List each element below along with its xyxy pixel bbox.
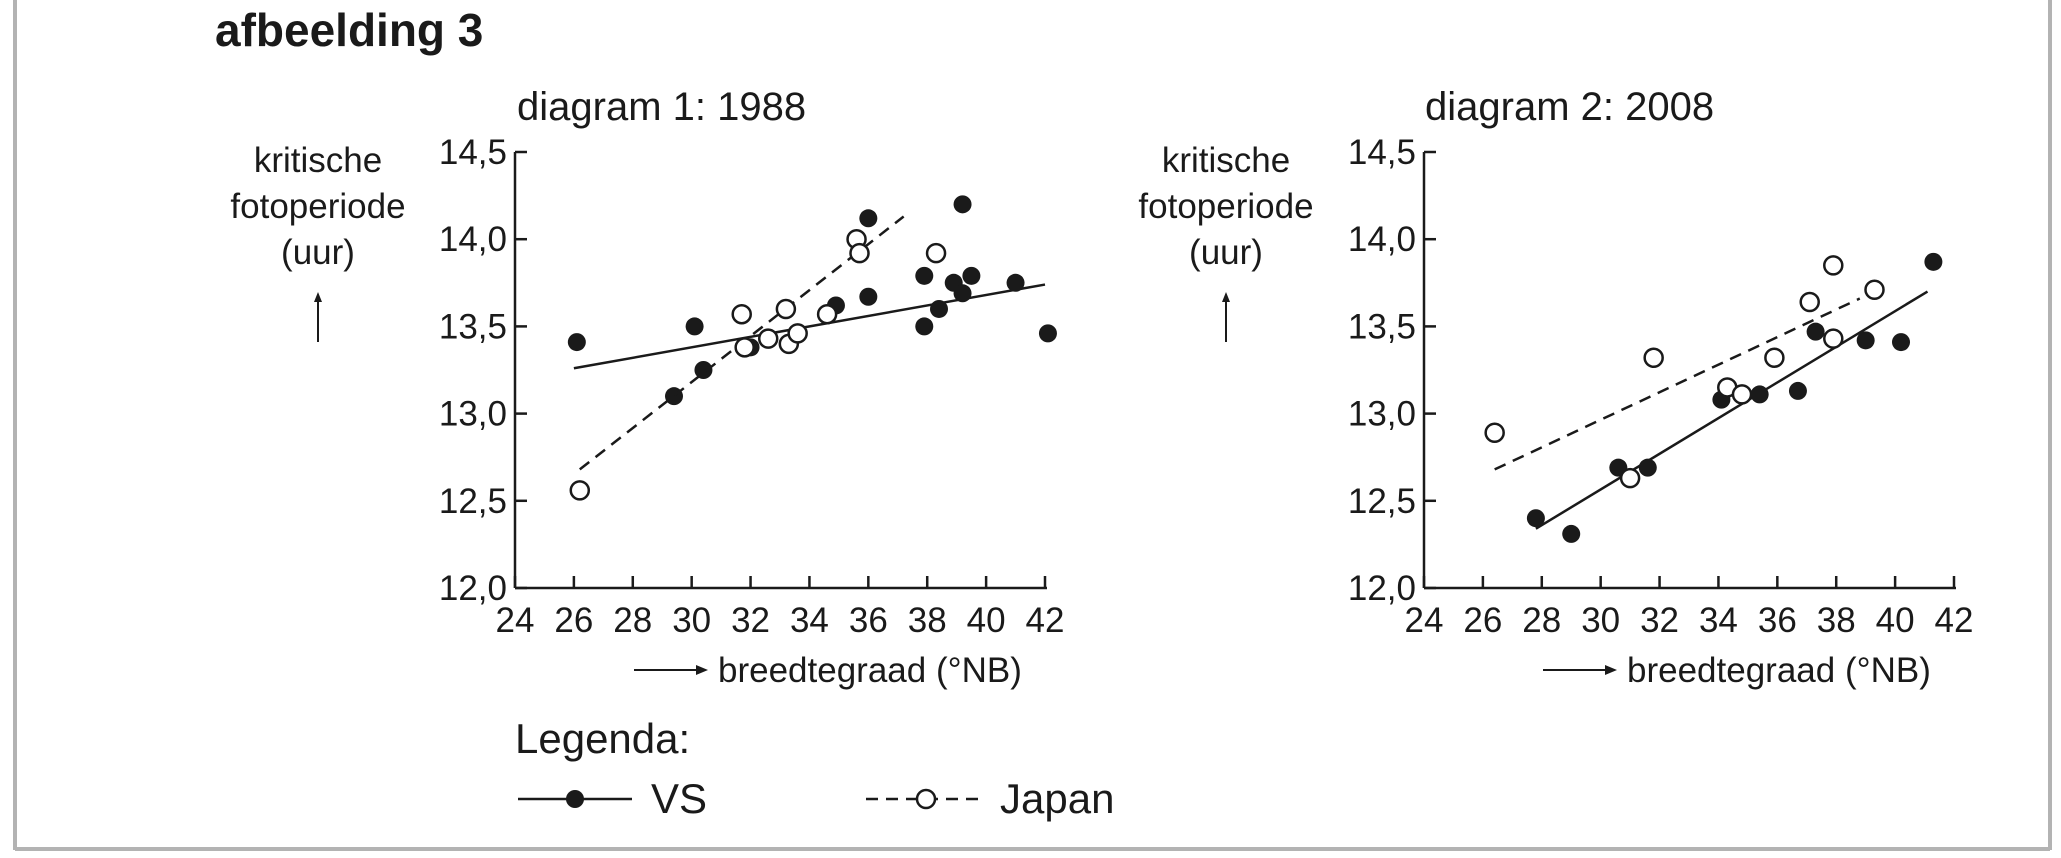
y-axis-label-line: (uur) [1189,233,1263,272]
data-point-vs [1526,509,1545,528]
y-axis-label-line: fotoperiode [1138,187,1313,226]
data-point-japan [757,328,779,349]
data-point-vs [859,287,878,306]
diagram-2008: diagram 2: 2008 kritische fotoperiode (uur)… [1138,85,1973,690]
x-tick-label: 38 [1817,601,1856,640]
data-point-japan [1799,291,1820,313]
x-tick-label: 38 [908,601,947,640]
y-tick-label: 14,5 [439,133,507,172]
data-point-vs [1806,322,1825,341]
data-point-vs [1638,458,1657,477]
y-axis-arrowhead-icon [314,292,322,302]
x-tick-label: 42 [1026,601,1065,640]
data-point-japan [816,303,838,325]
data-point-japan [1764,347,1785,369]
legend-vs-marker [566,790,584,808]
trendline-vs [1535,290,1929,530]
x-tick-label: 36 [849,601,888,640]
x-tick-label: 40 [967,601,1006,640]
legend-japan-marker [915,788,937,810]
x-tick-label: 34 [1699,601,1738,640]
y-tick-label: 13,5 [439,307,507,346]
y-tick-label: 13,5 [1348,307,1416,346]
data-point-vs [694,361,713,379]
y-tick-label: 12,5 [439,482,507,521]
data-point-vs [1892,333,1910,352]
x-axis-arrowhead-icon [1605,665,1617,675]
x-tick-label: 28 [613,601,652,640]
data-point-vs [1924,252,1943,271]
y-tick-label: 12,0 [1348,569,1416,608]
chart-title: diagram 2: 2008 [1425,85,1714,129]
data-point-vs [685,317,704,336]
x-tick-label: 32 [731,601,770,640]
x-tick-label: 28 [1522,601,1561,640]
data-point-japan [734,337,755,358]
data-point-vs [1562,524,1581,543]
x-tick-label: 26 [554,601,593,640]
chart-title: diagram 1: 1988 [517,85,806,129]
data-point-vs [915,266,934,285]
data-point-vs [1038,324,1057,343]
x-tick-label: 36 [1758,601,1797,640]
data-point-vs [953,284,972,303]
x-tick-label: 40 [1876,601,1915,640]
x-tick-label: 24 [496,601,535,640]
data-point-vs [953,195,972,214]
data-point-vs [1856,331,1875,350]
y-axis-label-line: kritische [254,141,382,180]
y-tick-label: 12,0 [439,569,507,608]
x-tick-label: 30 [1581,601,1620,640]
data-point-japan [1643,347,1664,369]
trendline-vs [573,283,1046,370]
x-tick-label: 32 [1640,601,1679,640]
data-point-japan [775,298,797,320]
data-point-vs [930,299,948,318]
data-point-japan [731,303,752,325]
legend-title: Legenda: [515,715,690,762]
y-tick-label: 13,0 [439,395,507,434]
data-point-japan [1484,422,1505,444]
y-tick-label: 14,5 [1348,133,1416,172]
y-tick-label: 12,5 [1348,482,1416,521]
data-point-vs [1788,381,1807,400]
data-point-japan [1823,328,1844,349]
x-tick-label: 42 [1935,601,1974,640]
data-point-vs [1750,385,1769,404]
y-tick-label: 13,0 [1348,395,1416,434]
data-point-vs [859,209,878,228]
data-point-vs [915,317,934,336]
y-axis-label-line: kritische [1162,141,1290,180]
legend: Legenda: VS Japan [515,715,1114,822]
data-point-japan [1731,384,1753,405]
x-tick-label: 30 [672,601,711,640]
y-axis-label-line: (uur) [281,233,355,272]
data-point-japan [1619,467,1641,489]
figure-title: afbeelding 3 [215,4,483,56]
diagram-1988: diagram 1: 1988 kritische fotoperiode (uur)… [230,85,1064,690]
data-point-japan [569,480,591,501]
data-point-vs [962,266,981,285]
y-axis-arrowhead-icon [1222,292,1230,302]
y-tick-label: 14,0 [1348,220,1416,259]
x-axis-label: breedtegraad (°NB) [1627,651,1931,690]
x-axis-arrowhead-icon [696,665,708,675]
data-point-japan [1823,255,1844,276]
y-tick-label: 14,0 [439,220,507,259]
x-axis-label: breedtegraad (°NB) [718,651,1022,690]
y-axis-label-line: fotoperiode [230,187,405,226]
data-point-vs [1006,273,1025,292]
data-point-japan [925,242,947,264]
data-point-japan [1864,279,1885,301]
data-point-vs [567,333,586,352]
data-point-japan [849,242,870,264]
legend-vs-label: VS [651,775,707,822]
data-point-japan [787,323,808,344]
x-tick-label: 24 [1405,601,1444,640]
x-tick-label: 34 [790,601,829,640]
x-tick-label: 26 [1463,601,1502,640]
legend-japan-label: Japan [1000,775,1114,822]
trendline-japan [1494,297,1861,471]
